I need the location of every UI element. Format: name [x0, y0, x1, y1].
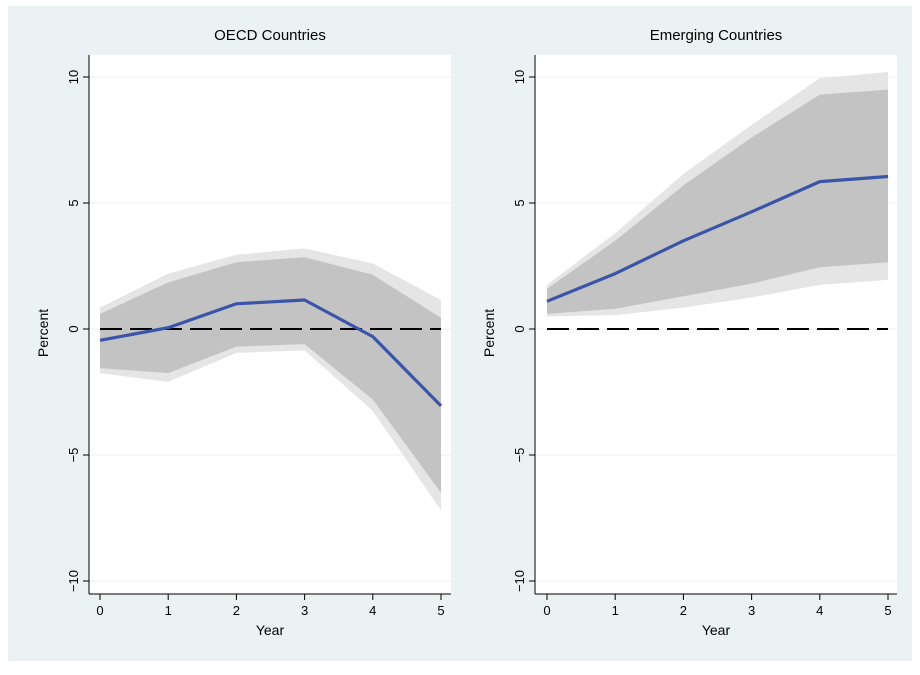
x-tick-label-0: 0: [96, 603, 103, 618]
figure-background: −10 −5 0 5 10 0 1 2 3 4 5 OECD Countries Year Percent…: [8, 6, 912, 661]
y-tick-label-3: 5: [512, 199, 527, 206]
y-axis-label: Percent: [481, 309, 497, 357]
x-tick-label-1: 1: [165, 603, 172, 618]
panel-oecd-countries: −10 −5 0 5 10 0 1 2 3 4 5 OECD Countries Year Percent: [35, 27, 451, 638]
x-tick-label-1: 1: [612, 603, 619, 618]
x-tick-label-2: 2: [680, 603, 687, 618]
confidence-band-inner: [100, 257, 441, 493]
y-tick-label-0: −10: [512, 570, 527, 592]
x-tick-label-2: 2: [233, 603, 240, 618]
x-tick-label-3: 3: [301, 603, 308, 618]
x-tick-label-5: 5: [884, 603, 891, 618]
y-axis-label: Percent: [35, 309, 51, 357]
x-tick-label-4: 4: [369, 603, 376, 618]
x-tick-label-4: 4: [816, 603, 823, 618]
chart-title: OECD Countries: [214, 27, 326, 44]
estimate-line: [99, 298, 443, 408]
confidence-band-inner: [547, 89, 888, 314]
chart-title: Emerging Countries: [650, 27, 783, 44]
y-tick-label-1: −5: [512, 448, 527, 463]
y-tick-label-2: 0: [512, 325, 527, 332]
estimate-line: [546, 174, 889, 303]
x-axis-label: Year: [256, 622, 285, 638]
x-tick-label-5: 5: [437, 603, 444, 618]
y-tick-label-2: 0: [66, 325, 81, 332]
panel-emerging-countries: −10 −5 0 5 10 0 1 2 3 4 5 Emerging Countries Year Per…: [481, 27, 897, 638]
x-tick-label-3: 3: [748, 603, 755, 618]
y-tick-label-3: 5: [66, 199, 81, 206]
y-tick-label-0: −10: [66, 570, 81, 592]
x-axis-label: Year: [702, 622, 731, 638]
x-tick-label-0: 0: [543, 603, 550, 618]
y-tick-label-4: 10: [512, 70, 527, 84]
y-tick-label-1: −5: [66, 448, 81, 463]
y-tick-label-4: 10: [66, 70, 81, 84]
